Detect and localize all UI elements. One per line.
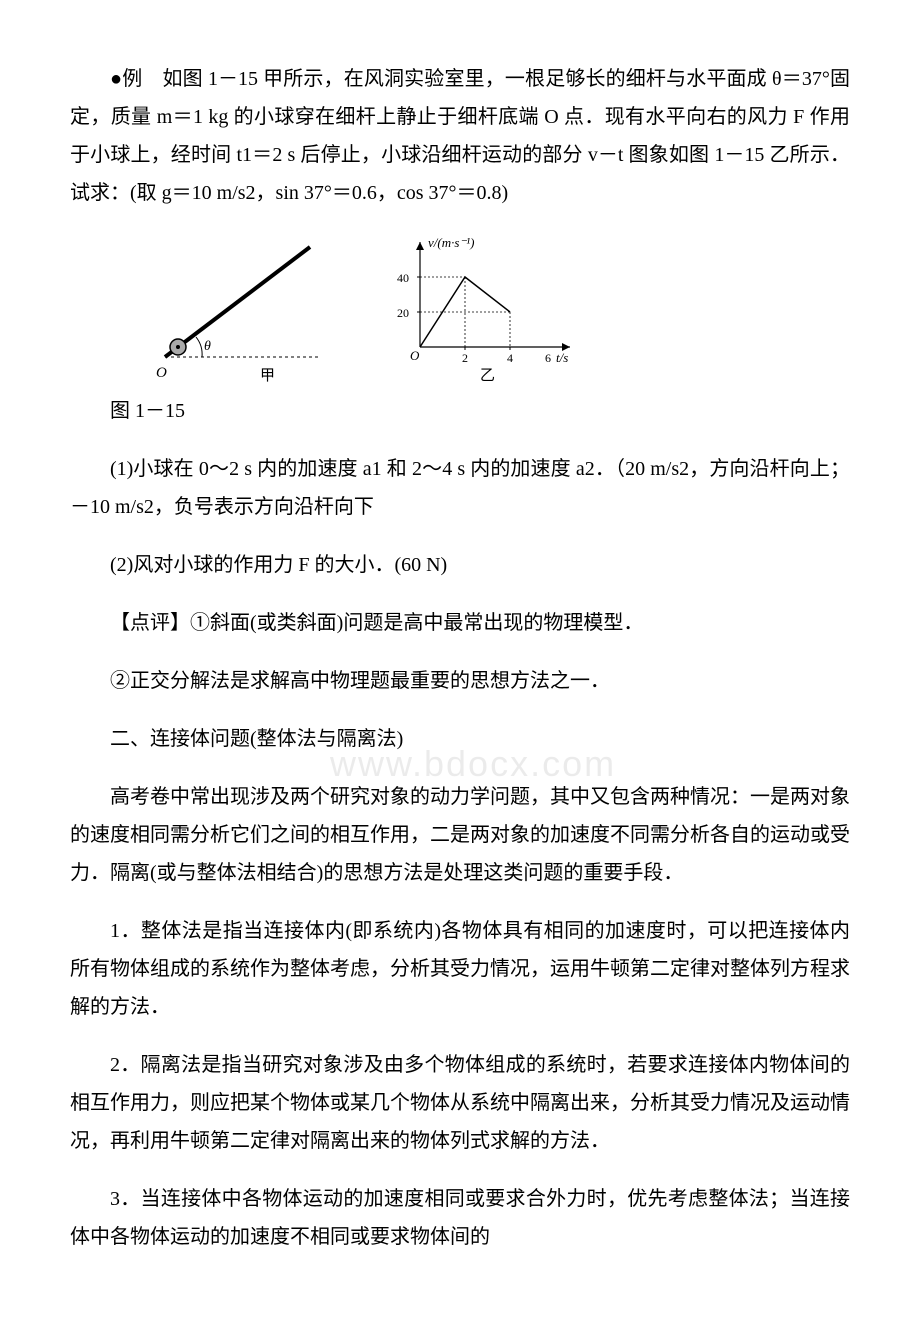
ytick-40: 40 (397, 271, 409, 285)
figure-container: θ O 甲 v/(m·s⁻¹) t/s O 40 20 2 4 6 (150, 232, 850, 382)
xtick-6: 6 (545, 351, 551, 365)
sublabel-yi: 乙 (480, 368, 495, 382)
body-p7: 高考卷中常出现涉及两个研究对象的动力学问题，其中又包含两种情况：一是两对象的速度… (70, 778, 850, 892)
theta-label: θ (204, 339, 211, 354)
commentary-2: ②正交分解法是求解高中物理题最重要的思想方法之一． (70, 662, 850, 700)
ytick-20: 20 (397, 306, 409, 320)
xtick-2: 2 (462, 351, 468, 365)
ylabel: v/(m·s⁻¹) (428, 235, 475, 250)
diagram-left-rod: θ O 甲 (150, 232, 330, 382)
graph-origin: O (410, 348, 420, 363)
figure-caption: 图 1－15 (70, 392, 850, 430)
xlabel: t/s (556, 350, 568, 365)
xtick-4: 4 (507, 351, 513, 365)
sublabel-jia: 甲 (260, 368, 275, 382)
commentary-1: 【点评】①斜面(或类斜面)问题是高中最常出现的物理模型． (70, 604, 850, 642)
section-heading: 二、连接体问题(整体法与隔离法) (70, 720, 850, 758)
body-p9: 2．隔离法是指当研究对象涉及由多个物体组成的系统时，若要求连接体内物体间的相互作… (70, 1046, 850, 1160)
body-p8: 1．整体法是指当连接体内(即系统内)各物体具有相同的加速度时，可以把连接体内所有… (70, 912, 850, 1026)
origin-O-label: O (156, 365, 167, 381)
question-1: (1)小球在 0～2 s 内的加速度 a1 和 2～4 s 内的加速度 a2．（… (70, 450, 850, 526)
question-2: (2)风对小球的作用力 F 的大小．(60 N) (70, 546, 850, 584)
diagram-right-graph: v/(m·s⁻¹) t/s O 40 20 2 4 6 乙 (380, 232, 580, 382)
problem-statement: ●例 如图 1－15 甲所示，在风洞实验室里，一根足够长的细杆与水平面成 θ＝3… (70, 60, 850, 212)
body-p10: 3．当连接体中各物体运动的加速度相同或要求合外力时，优先考虑整体法；当连接体中各… (70, 1180, 850, 1256)
